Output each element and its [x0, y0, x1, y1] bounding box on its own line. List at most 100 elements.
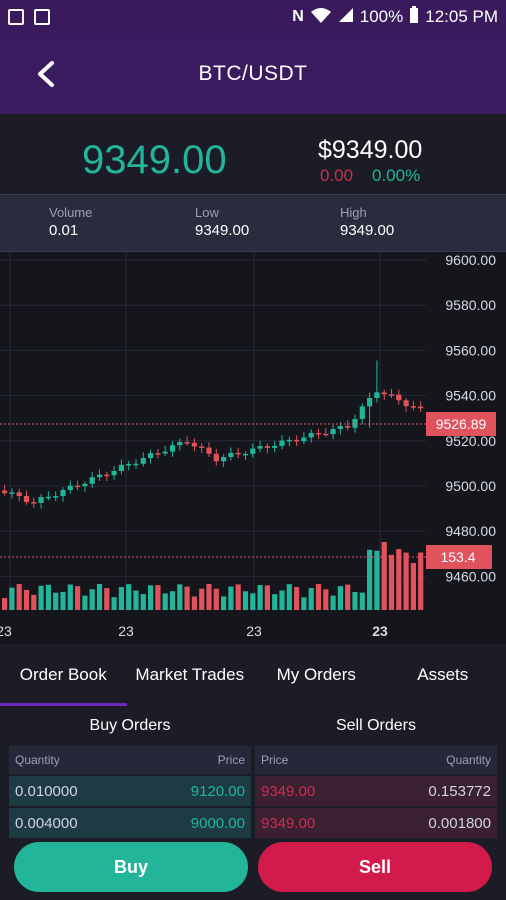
volume-bar [60, 591, 66, 610]
candle-body [9, 492, 15, 494]
volume-bar [228, 586, 234, 610]
volume-bar [337, 586, 343, 610]
volume-bar [272, 594, 278, 610]
stat-high: High 9349.00 [340, 205, 394, 239]
volume-label: 153.4 [440, 549, 475, 565]
stat-label: High [340, 205, 367, 220]
candle-body [264, 446, 270, 448]
candle-body [155, 453, 161, 455]
candle-body [16, 492, 22, 496]
candle-body [67, 485, 73, 490]
volume-bar [169, 591, 176, 610]
x-tick-label: 23 [118, 623, 134, 639]
x-tick-label: 23 [0, 623, 12, 639]
candle-body [148, 453, 154, 459]
stat-value: 0.01 [49, 222, 79, 239]
volume-bar [418, 552, 424, 610]
sell-orders-header: Price Quantity [255, 746, 497, 774]
wifi-icon [310, 6, 332, 29]
volume-bar [45, 584, 51, 610]
candle-body [374, 392, 380, 398]
stat-low: Low 9349.00 [195, 205, 249, 239]
candle-body [82, 483, 88, 487]
candle-body [242, 453, 249, 456]
volume-bar [96, 584, 103, 610]
order-price: 9349.00 [261, 814, 316, 832]
candle-body [418, 406, 424, 409]
order-price: 9000.00 [190, 814, 245, 832]
tab-market-trades[interactable]: Market Trades [135, 665, 245, 684]
candle-body [235, 452, 241, 455]
volume-bar [374, 550, 380, 610]
buy-order-row[interactable]: 0.004000 9000.00 [9, 808, 251, 838]
candle-body [301, 437, 307, 442]
volume-bar [330, 595, 336, 610]
buy-order-row[interactable]: 0.010000 9120.00 [9, 776, 251, 806]
price-chart[interactable]: 9600.00 9580.00 9560.00 9540.00 9520.00 9500.… [0, 252, 506, 644]
stat-label: Low [195, 205, 219, 220]
candle-body [191, 442, 197, 447]
candle-body [352, 419, 358, 428]
volume-bar [155, 585, 161, 610]
sell-button[interactable]: Sell [258, 842, 492, 892]
candle-body [184, 442, 190, 444]
y-tick-label: 9540.00 [445, 388, 496, 404]
price-panel: 9349.00 $9349.00 0.00 0.00% [0, 114, 506, 194]
candle-body [31, 502, 37, 504]
volume-bar [388, 554, 395, 610]
sell-order-row[interactable]: 9349.00 0.001800 [255, 808, 497, 838]
candle-body [323, 433, 329, 436]
tab-my-orders[interactable]: My Orders [276, 665, 356, 684]
candle-body [104, 474, 110, 477]
tab-assets[interactable]: Assets [417, 665, 469, 684]
candle-body [228, 452, 234, 458]
page-title: BTC/USDT [198, 62, 308, 85]
volume-bar [23, 589, 30, 610]
candle-body [257, 446, 263, 449]
stat-value: 9349.00 [340, 222, 395, 239]
order-book: Buy Orders Quantity Price 0.010000 9120.… [0, 706, 506, 842]
buy-orders: Buy Orders Quantity Price 0.010000 9120.… [9, 706, 251, 838]
order-quantity: 0.010000 [15, 782, 78, 800]
candle-body [45, 496, 51, 499]
candle-body [272, 445, 278, 448]
y-tick-label: 9600.00 [445, 252, 496, 268]
volume-bar [279, 590, 285, 610]
volume-badge [426, 545, 492, 569]
volume-bar [111, 597, 117, 610]
candle-body [367, 397, 373, 407]
candle-body [330, 429, 336, 435]
volume-bar [301, 597, 307, 610]
back-arrow-icon[interactable] [26, 54, 66, 94]
candle-body [89, 477, 95, 484]
candle-body [308, 432, 314, 438]
candle-body [162, 451, 168, 454]
volume-bar [381, 541, 387, 610]
volume-bar [162, 593, 168, 610]
candle-body [169, 445, 176, 452]
volume-bar [177, 584, 183, 610]
usd-price: $9349.00 [318, 136, 423, 164]
buy-button[interactable]: Buy [14, 842, 248, 892]
volume-bar [410, 562, 416, 610]
volume-bar [257, 585, 263, 610]
volume-bar [89, 589, 95, 610]
volume-bar [133, 590, 139, 610]
candle-body [75, 485, 81, 488]
candle-body [388, 394, 395, 396]
app-header: BTC/USDT [0, 34, 506, 114]
volume-bar [235, 584, 241, 610]
volume-bar [82, 595, 88, 610]
candle-body [118, 464, 124, 472]
order-price: 9349.00 [261, 782, 316, 800]
candlestick-chart[interactable]: 9600.00 9580.00 9560.00 9540.00 9520.00 9500.… [0, 252, 506, 644]
volume-bar [104, 588, 110, 610]
y-tick-label: 9500.00 [445, 478, 496, 494]
sell-order-row[interactable]: 9349.00 0.153772 [255, 776, 497, 806]
y-tick-label: 9560.00 [445, 342, 496, 358]
tab-order-book[interactable]: Order Book [0, 644, 127, 706]
volume-bar [221, 596, 227, 610]
volume-bar [118, 587, 124, 610]
candle-body [315, 432, 322, 435]
candle-body [53, 496, 59, 498]
